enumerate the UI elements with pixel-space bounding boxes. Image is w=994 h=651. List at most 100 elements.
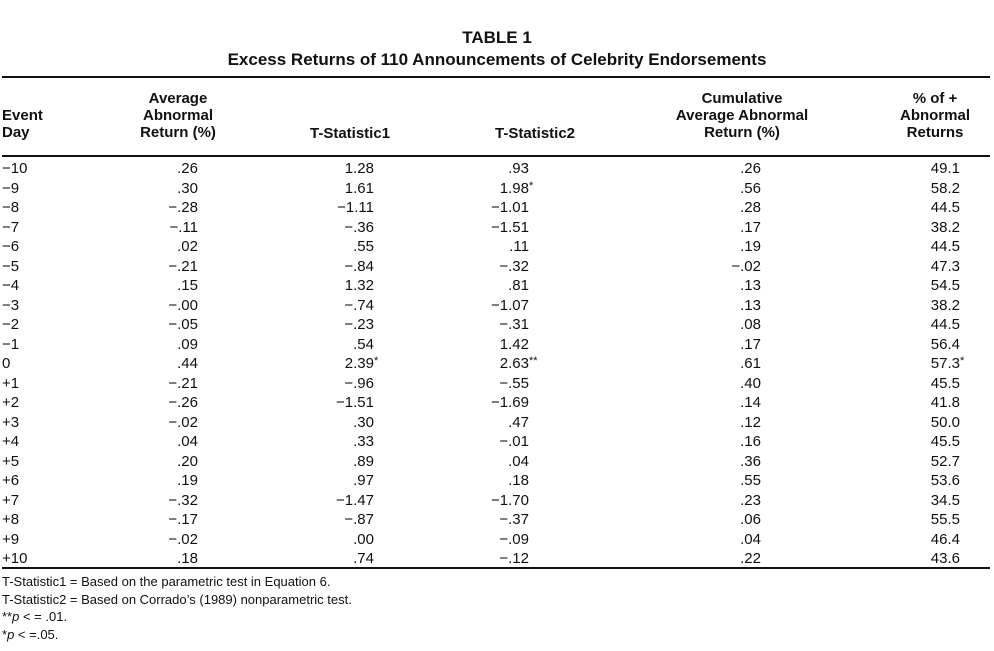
header-t-statistic2: T-Statistic2 <box>494 125 576 142</box>
cell-average-abnormal-return: .19 <box>177 472 198 489</box>
note-significance-01: **p < = .01. <box>2 609 68 624</box>
cell-event-day: −10 <box>2 160 28 177</box>
cell-cumulative-return: .22 <box>740 550 761 567</box>
cell-percent-positive: 53.6 <box>930 472 960 489</box>
cell-t-statistic1: −.36 <box>344 218 374 236</box>
cell-cumulative-return: .17 <box>740 218 761 236</box>
table-row: +2 −.26 −1.51 −1.69 .14 41.8 <box>0 393 994 413</box>
cell-cumulative-return: .28 <box>740 199 761 216</box>
cell-event-day: +3 <box>2 413 20 431</box>
table-row: 0 .44 2.39* 2.63** .61 57.3* <box>0 354 994 374</box>
cell-cumulative-return: .19 <box>740 238 761 255</box>
note-significance-05: *p < =.05. <box>2 626 59 642</box>
cell-average-abnormal-return: .26 <box>177 160 198 177</box>
cell-percent-positive: 54.5 <box>930 277 960 294</box>
cell-average-abnormal-return: .18 <box>177 550 198 567</box>
cell-cumulative-return: .04 <box>740 530 761 548</box>
table-row: +3 −.02 .30 .47 .12 50.0 <box>0 413 994 433</box>
cell-event-day: +2 <box>2 394 20 411</box>
cell-t-statistic1: −.87 <box>344 511 374 528</box>
cell-t-statistic2: .47 <box>508 413 529 431</box>
cell-t-statistic1: −1.47 <box>336 491 374 509</box>
cell-event-day: +7 <box>2 491 20 509</box>
table-row: +8 −.17 −.87 −.37 .06 55.5 <box>0 510 994 530</box>
cell-average-abnormal-return: −.00 <box>168 296 198 314</box>
header-average-abnormal-return: Average Abnormal Return (%) <box>140 90 216 141</box>
cell-t-statistic2: −.55 <box>499 374 529 392</box>
cell-cumulative-return: .56 <box>740 179 761 197</box>
cell-t-statistic1: 1.28 <box>344 160 374 177</box>
cell-average-abnormal-return: .20 <box>177 452 198 470</box>
cell-event-day: −8 <box>2 199 20 216</box>
cell-t-statistic2: −.32 <box>499 257 529 275</box>
cell-average-abnormal-return: .30 <box>177 179 198 197</box>
table-row: −5 −.21 −.84 −.32 −.02 47.3 <box>0 257 994 277</box>
table-row: +1 −.21 −.96 −.55 .40 45.5 <box>0 374 994 394</box>
cell-t-statistic1: .33 <box>353 433 374 450</box>
cell-t-statistic2: .11 <box>509 238 529 255</box>
cell-percent-positive: 52.7 <box>930 452 960 470</box>
cell-cumulative-return: .23 <box>740 491 761 509</box>
table-row: +4 .04 .33 −.01 .16 45.5 <box>0 432 994 452</box>
cell-t-statistic2: .18 <box>508 472 529 489</box>
cell-event-day: 0 <box>2 355 11 372</box>
header-t-statistic1: T-Statistic1 <box>309 125 391 142</box>
cell-event-day: −3 <box>2 296 20 314</box>
cell-t-statistic2: −.01 <box>499 433 529 450</box>
cell-cumulative-return: .36 <box>740 452 761 470</box>
cell-event-day: −5 <box>2 257 20 275</box>
cell-t-statistic2: .04 <box>508 452 529 470</box>
top-rule <box>2 76 990 78</box>
table-title: TABLE 1 <box>462 28 532 47</box>
cell-percent-positive: 44.5 <box>930 238 960 255</box>
cell-average-abnormal-return: .02 <box>177 238 198 255</box>
cell-average-abnormal-return: −.05 <box>168 316 198 333</box>
cell-cumulative-return: .06 <box>740 511 761 528</box>
cell-t-statistic1: 2.39* <box>344 355 379 372</box>
cell-average-abnormal-return: −.02 <box>168 530 198 548</box>
cell-t-statistic1: .97 <box>353 472 374 489</box>
cell-event-day: −1 <box>2 335 20 353</box>
header-event-day: Event Day <box>2 107 43 141</box>
cell-average-abnormal-return: .44 <box>177 355 198 372</box>
cell-percent-positive: 44.5 <box>930 199 960 216</box>
cell-average-abnormal-return: −.02 <box>168 413 198 431</box>
cell-t-statistic1: .30 <box>353 413 374 431</box>
table-row: −10 .26 1.28 .93 .26 49.1 <box>0 159 994 179</box>
table-row: −4 .15 1.32 .81 .13 54.5 <box>0 276 994 296</box>
cell-event-day: +4 <box>2 433 20 450</box>
cell-cumulative-return: .17 <box>740 335 761 353</box>
cell-percent-positive: 57.3* <box>930 355 965 372</box>
table-subtitle: Excess Returns of 110 Announcements of C… <box>227 50 767 69</box>
cell-t-statistic2: −.09 <box>499 530 529 548</box>
table-row: +9 −.02 .00 −.09 .04 46.4 <box>0 530 994 550</box>
bottom-rule <box>2 567 990 569</box>
cell-cumulative-return: .08 <box>740 316 761 333</box>
cell-average-abnormal-return: .04 <box>177 433 198 450</box>
cell-event-day: −4 <box>2 277 20 294</box>
cell-cumulative-return: −.02 <box>731 257 761 275</box>
cell-t-statistic2: −1.70 <box>491 491 529 509</box>
cell-t-statistic2: −1.07 <box>491 296 529 314</box>
cell-average-abnormal-return: −.21 <box>168 257 198 275</box>
cell-t-statistic1: .00 <box>353 530 374 548</box>
cell-percent-positive: 45.5 <box>930 433 960 450</box>
cell-cumulative-return: .13 <box>740 296 761 314</box>
cell-percent-positive: 56.4 <box>930 335 960 353</box>
note-t-statistic2: T-Statistic2 = Based on Corrado’s (1989)… <box>2 591 352 607</box>
table-row: +10 .18 .74 −.12 .22 43.6 <box>0 549 994 569</box>
cell-t-statistic1: −1.11 <box>337 199 374 216</box>
table-row: +6 .19 .97 .18 .55 53.6 <box>0 471 994 491</box>
cell-percent-positive: 38.2 <box>930 296 960 314</box>
cell-t-statistic1: 1.61 <box>344 179 374 197</box>
table-row: +7 −.32 −1.47 −1.70 .23 34.5 <box>0 491 994 511</box>
cell-percent-positive: 44.5 <box>930 316 960 333</box>
cell-event-day: +5 <box>2 452 20 470</box>
cell-t-statistic1: −.96 <box>344 374 374 392</box>
cell-percent-positive: 34.5 <box>930 491 960 509</box>
header-rule <box>2 155 990 157</box>
cell-t-statistic1: .74 <box>353 550 374 567</box>
table-notes: T-Statistic1 = Based on the parametric t… <box>2 573 352 643</box>
cell-t-statistic1: 1.32 <box>344 277 374 294</box>
cell-cumulative-return: .13 <box>740 277 761 294</box>
